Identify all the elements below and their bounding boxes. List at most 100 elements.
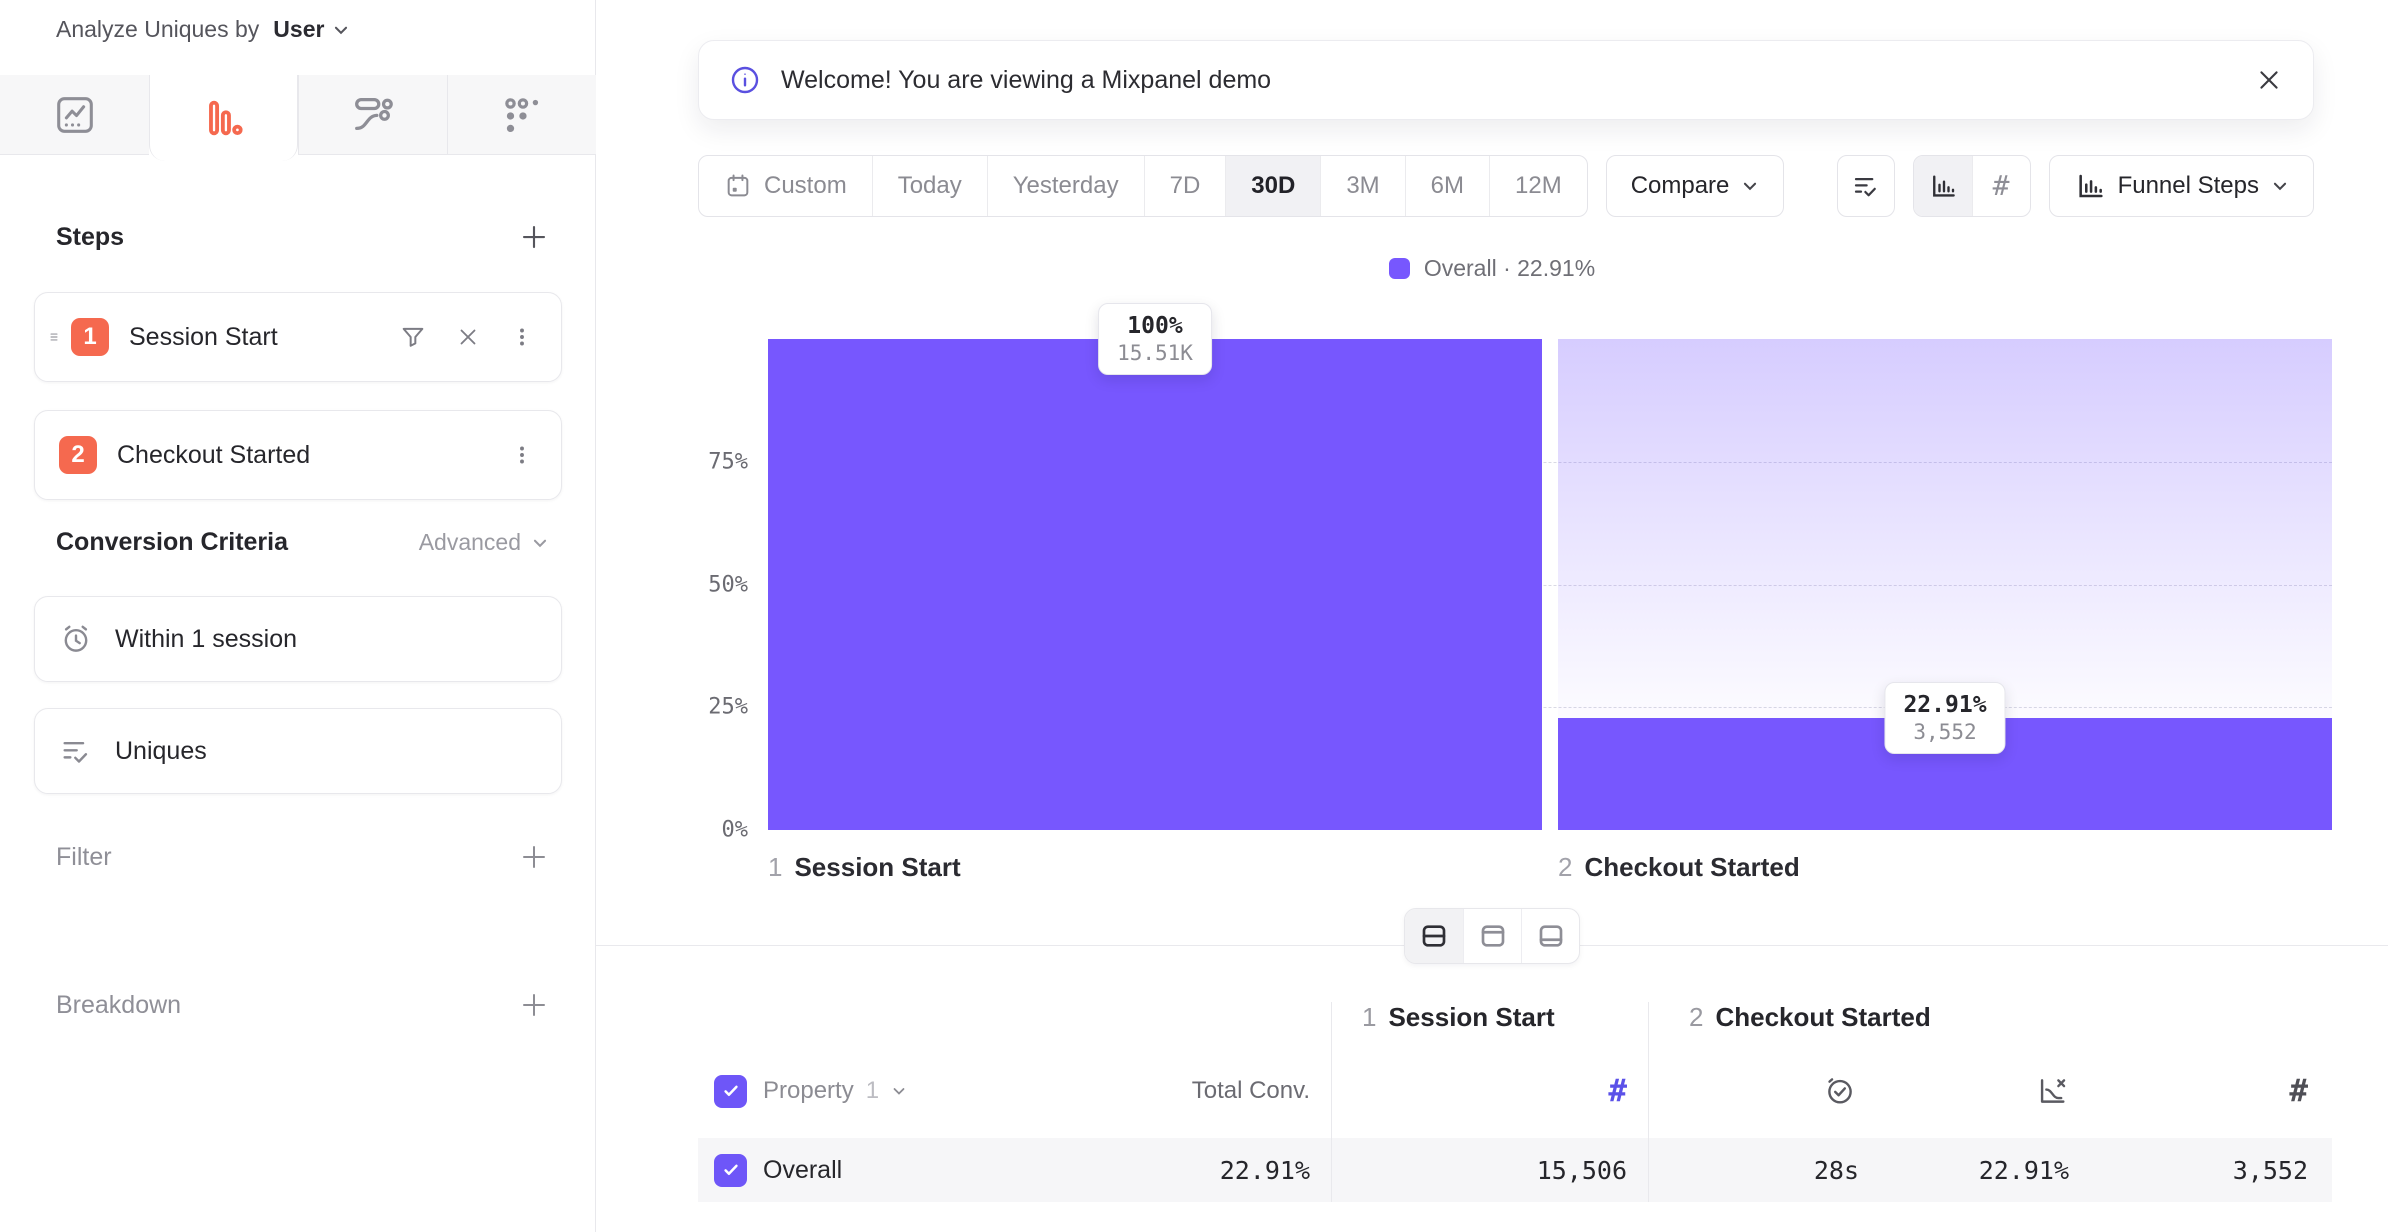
cell-checkout-conv: 22.91%: [1978, 1155, 2069, 1185]
row-checkbox[interactable]: [714, 1153, 747, 1187]
date-range-12m[interactable]: 12M: [1489, 156, 1587, 216]
chart-legend[interactable]: Overall · 22.91%: [596, 255, 2388, 282]
funnel-loss-icon[interactable]: [2035, 1074, 2069, 1108]
metric-hash-icon[interactable]: #: [1608, 1072, 1627, 1109]
row-label: Overall: [763, 1155, 843, 1184]
group-label: Checkout Started: [1715, 1002, 1931, 1032]
group-number: 2: [1689, 1002, 1704, 1032]
clock-check-icon[interactable]: [1823, 1074, 1857, 1108]
x-axis-label-2: 2 Checkout Started: [1558, 852, 1800, 883]
step-row-1[interactable]: 1 Session Start: [34, 292, 562, 382]
flows-icon: [355, 97, 393, 130]
chart-view-toggle: #: [1912, 155, 2031, 217]
view-bar-option[interactable]: [1913, 156, 1972, 216]
analyze-by-selector[interactable]: User: [273, 16, 350, 43]
step-label: Checkout Started: [117, 440, 311, 469]
column-divider: [1648, 1002, 1649, 1202]
close-icon: [2260, 71, 2278, 89]
filter-step-button[interactable]: [399, 323, 427, 351]
funnel-steps-selector[interactable]: Funnel Steps: [2048, 155, 2314, 217]
step-number-badge: 2: [59, 436, 97, 474]
date-range-label: Custom: [764, 172, 847, 199]
funnel-column-2[interactable]: 22.91% 3,552: [1558, 339, 2332, 830]
tab-retention[interactable]: [447, 75, 596, 155]
step-menu-button[interactable]: [509, 324, 535, 350]
compare-button[interactable]: Compare: [1605, 155, 1785, 217]
legend-label: Overall · 22.91%: [1423, 255, 1596, 281]
select-all-checkbox[interactable]: [714, 1074, 747, 1108]
bar-chart-icon: [1932, 175, 1955, 197]
add-breakdown-button[interactable]: [519, 990, 549, 1020]
chevron-down-icon: [2273, 182, 2287, 191]
step-number-badge: 1: [71, 318, 109, 356]
value-chip-checkout: 22.91% 3,552: [1884, 681, 2006, 754]
step-number: 2: [1558, 852, 1573, 882]
top-view-icon: [1481, 925, 1504, 947]
y-axis-tick: 75%: [708, 449, 748, 475]
property-selector[interactable]: Property 1: [747, 1077, 907, 1105]
total-conv-header[interactable]: Total Conv.: [1191, 1077, 1310, 1104]
tab-funnels[interactable]: [149, 75, 298, 161]
criteria-within-session[interactable]: Within 1 session: [34, 596, 562, 682]
layout-bottom-option[interactable]: [1521, 909, 1579, 963]
date-range-today[interactable]: Today: [871, 156, 987, 216]
banner-close-button[interactable]: [2255, 66, 2283, 94]
date-range-3m[interactable]: 3M: [1320, 156, 1404, 216]
column-group-checkout-started: 2 Checkout Started: [1648, 1002, 2332, 1052]
layout-split-option[interactable]: [1405, 909, 1463, 963]
filter-funnel-icon: [402, 327, 424, 347]
view-number-option[interactable]: #: [1971, 156, 2030, 216]
step-row-2[interactable]: 2 Checkout Started: [34, 410, 562, 500]
chevron-down-icon: [533, 539, 547, 547]
date-range-custom[interactable]: Custom: [699, 156, 872, 216]
results-table: 1 Session Start 2 Checkout Started Prope…: [698, 1002, 2332, 1202]
chevron-down-icon: [893, 1088, 905, 1095]
tab-insights[interactable]: [0, 75, 149, 155]
date-range-label: 3M: [1346, 172, 1380, 199]
add-filter-button[interactable]: [519, 842, 549, 872]
insights-chart-icon: [56, 96, 93, 133]
criteria-uniques[interactable]: Uniques: [34, 708, 562, 794]
date-range-7d[interactable]: 7D: [1143, 156, 1226, 216]
chevron-down-icon: [1744, 182, 1757, 191]
funnel-dropoff-checkout: [1558, 339, 2332, 718]
funnel-column-1[interactable]: 100% 15.51K: [768, 303, 1542, 830]
step-menu-button[interactable]: [509, 442, 535, 468]
sidebar: Analyze Uniques by User: [0, 0, 596, 1232]
y-axis-tick: 25%: [708, 694, 748, 720]
date-range-30d[interactable]: 30D: [1225, 156, 1321, 216]
remove-step-button[interactable]: [455, 324, 481, 350]
criteria-label: Within 1 session: [115, 624, 298, 653]
steps-title: Steps: [56, 222, 125, 251]
funnel-chart-icon: [208, 100, 243, 136]
analyze-by-value: User: [273, 16, 325, 42]
date-range-label: 6M: [1430, 172, 1464, 199]
filter-title: Filter: [56, 842, 112, 871]
legend-swatch: [1388, 258, 1410, 279]
advanced-label: Advanced: [418, 529, 521, 555]
metric-hash-icon[interactable]: #: [2289, 1072, 2308, 1109]
step-label: Session Start: [129, 322, 278, 351]
uniques-toggle-button[interactable]: [1836, 155, 1895, 217]
gridline-25: [768, 707, 2332, 709]
chevron-down-icon: [335, 26, 348, 34]
layout-top-option[interactable]: [1463, 909, 1521, 963]
column-divider: [1331, 1002, 1332, 1202]
add-step-button[interactable]: [519, 222, 549, 252]
date-range-yesterday[interactable]: Yesterday: [986, 156, 1144, 216]
advanced-selector[interactable]: Advanced: [419, 529, 549, 556]
chip-percent: 22.91%: [1903, 691, 1987, 718]
tab-flows[interactable]: [298, 75, 447, 155]
layout-toggle: [1404, 908, 1580, 964]
group-label: Session Start: [1388, 1002, 1555, 1032]
funnel-bar-session-start[interactable]: [768, 339, 1542, 830]
date-range-label: 7D: [1169, 172, 1201, 199]
cell-checkout-avg-time: 28s: [1813, 1155, 1859, 1185]
analyze-by-row: Analyze Uniques by User: [56, 16, 350, 43]
table-row-overall[interactable]: Overall 22.91% 15,506 28s 22.91% 3,552: [698, 1138, 2332, 1202]
drag-handle-icon[interactable]: [43, 326, 65, 348]
date-range-6m[interactable]: 6M: [1404, 156, 1489, 216]
chip-percent: 100%: [1127, 313, 1183, 339]
breakdown-section-header: Breakdown: [56, 990, 549, 1020]
plus-icon: [523, 846, 545, 868]
